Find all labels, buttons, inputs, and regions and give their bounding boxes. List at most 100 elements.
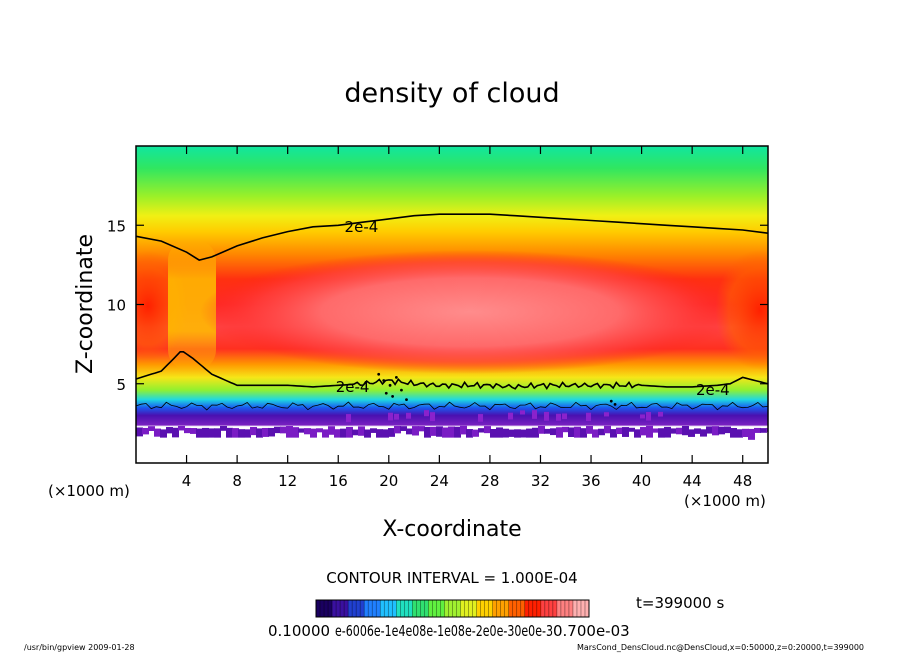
colorbar-swatch [380, 600, 385, 617]
colorbar-swatch [544, 600, 550, 617]
colorbar-swatch [320, 600, 325, 617]
colorbar-swatch [316, 600, 321, 617]
colorbar-swatch [452, 600, 458, 617]
turbulence-dot [400, 388, 403, 392]
x-tick-label: 36 [581, 472, 600, 490]
y-axis: 5 10 15 [107, 217, 768, 394]
x-tick-label: 20 [379, 472, 398, 490]
colorbar-swatch [512, 600, 518, 617]
colorbar-swatch [384, 600, 389, 617]
colorbar-swatch [420, 600, 425, 617]
colorbar-swatch [564, 600, 570, 617]
colorbar-swatch [364, 600, 369, 617]
turbulence-dot [388, 383, 392, 387]
colorbar-swatch [508, 600, 514, 617]
x-axis: 4 8 12 16 20 24 28 32 36 40 44 48 [182, 146, 752, 490]
density-right-lobe [715, 250, 768, 370]
colorbar-swatch [468, 600, 474, 617]
x-tick-label: 32 [531, 472, 550, 490]
colorbar-swatch [572, 600, 578, 617]
colorbar-swatch [336, 600, 341, 617]
x-tick-label: 8 [232, 472, 242, 490]
colorbar-swatch [576, 600, 582, 617]
colorbar-max-label: 0.700e-03 [553, 622, 630, 640]
colorbar-swatch [552, 600, 558, 617]
y-axis-label: Z-coordinate [73, 234, 98, 374]
colorbar-swatch [392, 600, 397, 617]
turbulence-dot [384, 391, 388, 395]
colorbar-swatch [332, 600, 337, 617]
y-tick-label: 15 [107, 217, 126, 235]
colorbar-swatch [388, 600, 393, 617]
chart-title: density of cloud [344, 78, 559, 109]
colorbar-swatch [536, 600, 542, 617]
colorbar [315, 600, 590, 617]
footer-right: MarsCond_DensCloud.nc@DensCloud,x=0:5000… [577, 643, 864, 652]
turbulence-dot [609, 399, 613, 403]
colorbar-swatch [344, 600, 349, 617]
colorbar-swatch [372, 600, 377, 617]
colorbar-swatch [440, 600, 445, 617]
colorbar-swatch [580, 600, 586, 617]
turbulence-dot [613, 402, 617, 406]
ground-noise [136, 410, 768, 444]
colorbar-swatch [424, 600, 429, 617]
colorbar-swatch [476, 600, 482, 617]
colorbar-swatch [516, 600, 522, 617]
turbulence-dot [405, 398, 408, 401]
colorbar-swatch [560, 600, 566, 617]
colorbar-swatch [484, 600, 490, 617]
colorbar-swatch [584, 600, 590, 617]
colorbar-swatch [408, 600, 413, 617]
colorbar-swatch [328, 600, 333, 617]
colorbar-swatch [324, 600, 329, 617]
contour-line-thin [136, 401, 768, 411]
colorbar-overlap-labels: e-6006e-1e4e08e-1e08e-2e0e-30e0e-3 [335, 622, 553, 640]
colorbar-swatch [348, 600, 353, 617]
colorbar-swatch [520, 600, 526, 617]
turbulence-markers [377, 372, 617, 406]
colorbar-swatch [504, 600, 510, 617]
x-tick-label: 44 [683, 472, 702, 490]
colorbar-swatch [528, 600, 534, 617]
colorbar-swatch [428, 600, 433, 617]
time-label: t=399000 s [636, 594, 724, 612]
colorbar-swatch [464, 600, 470, 617]
colorbar-swatch [556, 600, 562, 617]
colorbar-swatch [368, 600, 373, 617]
colorbar-swatch [340, 600, 345, 617]
colorbar-swatch [532, 600, 538, 617]
colorbar-swatch [404, 600, 409, 617]
colorbar-swatch [456, 600, 462, 617]
colorbar-min-label: 0.10000 [268, 622, 330, 640]
colorbar-swatch [448, 600, 453, 617]
y-tick-label: 5 [116, 376, 126, 394]
x-tick-label: 16 [329, 472, 348, 490]
x-unit-right: (×1000 m) [684, 492, 766, 510]
colorbar-swatch [400, 600, 405, 617]
colorbar-swatch [412, 600, 417, 617]
contour-label: 2e-4 [336, 378, 370, 396]
contour-line-lower [136, 351, 768, 390]
colorbar-swatch [352, 600, 357, 617]
turbulence-dot [394, 376, 398, 379]
x-tick-label: 40 [632, 472, 651, 490]
contour-labels: 2e-4 2e-4 2e-4 [336, 218, 730, 399]
contour-label: 2e-4 [696, 381, 730, 399]
colorbar-swatch [396, 600, 401, 617]
footer-left: /usr/bin/gpview 2009-01-28 [24, 643, 135, 652]
x-tick-label: 48 [733, 472, 752, 490]
colorbar-swatch [488, 600, 494, 617]
colorbar-swatch [472, 600, 478, 617]
turbulence-dot [391, 395, 394, 398]
x-tick-label: 12 [278, 472, 297, 490]
colorbar-swatch [356, 600, 361, 617]
contour-label: 2e-4 [345, 218, 379, 236]
contour-line-upper [136, 213, 768, 261]
colorbar-swatch [432, 600, 437, 617]
x-tick-label: 4 [182, 472, 192, 490]
colorbar-swatch [480, 600, 486, 617]
colorbar-swatch [568, 600, 574, 617]
colorbar-swatch [540, 600, 546, 617]
y-tick-label: 10 [107, 297, 126, 315]
